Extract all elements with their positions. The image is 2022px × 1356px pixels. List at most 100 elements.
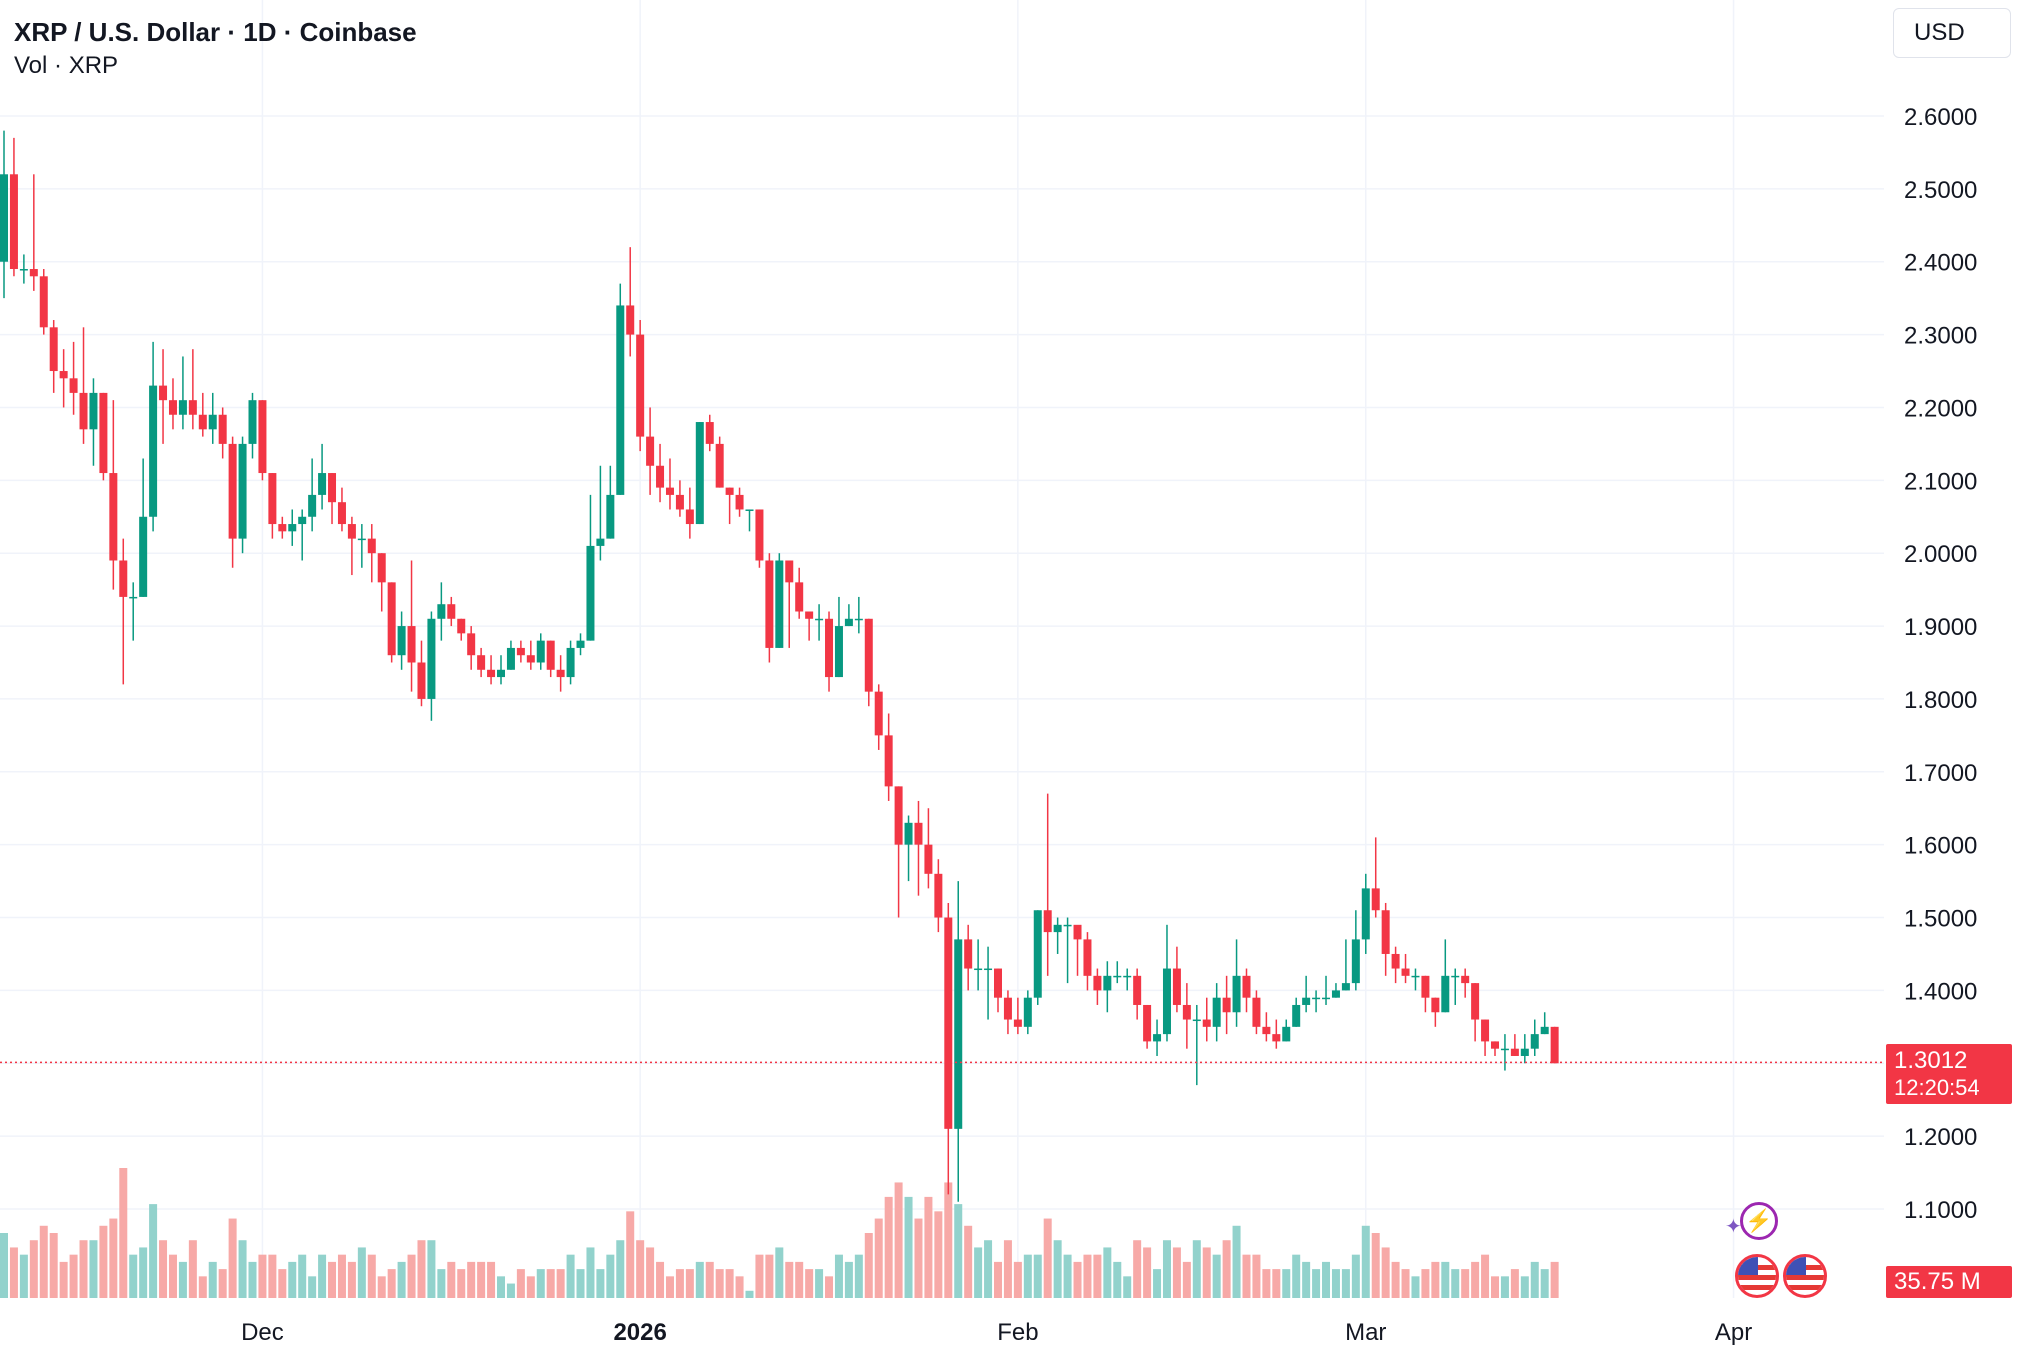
volume-bar (427, 1240, 436, 1298)
candle-body (1341, 983, 1350, 991)
volume-bar (1123, 1276, 1132, 1298)
candle-body (238, 443, 247, 539)
candle-body (1441, 975, 1450, 1013)
candle-body (1083, 939, 1092, 976)
candle-body (914, 822, 923, 845)
candle-body (69, 378, 78, 393)
candle-body (29, 269, 38, 277)
volume-bar (397, 1261, 406, 1298)
candle-body (377, 553, 386, 583)
candle-body (1033, 910, 1042, 998)
volume-bar (1421, 1269, 1430, 1298)
volume-bar (278, 1269, 287, 1298)
volume-bar (218, 1269, 227, 1298)
lightning-icon[interactable]: ⚡ (1740, 1202, 1778, 1240)
volume-bar (1341, 1269, 1350, 1298)
candle-body (576, 640, 585, 648)
candle-body (1322, 997, 1331, 1000)
volume-bar (59, 1261, 68, 1298)
currency-button[interactable]: USD (1893, 8, 2011, 58)
candle-body (904, 822, 913, 845)
price-tick-label: 2.6000 (1904, 104, 1977, 131)
volume-bar (1133, 1240, 1142, 1298)
volume-bar (19, 1254, 28, 1298)
candle-body (278, 524, 287, 532)
candle-body (1252, 997, 1261, 1027)
volume-bar (1351, 1254, 1360, 1298)
volume-bar (69, 1254, 78, 1298)
volume-bar (258, 1254, 267, 1298)
candle-body (1530, 1034, 1539, 1049)
volume-bar (506, 1283, 515, 1298)
volume-bar (1113, 1261, 1122, 1298)
candle-body (367, 538, 376, 554)
candle-body (1371, 888, 1380, 911)
volume-bar (129, 1254, 138, 1298)
volume-bar (596, 1269, 605, 1298)
bar-countdown: 12:20:54 (1894, 1075, 1980, 1100)
volume-bar (1292, 1254, 1301, 1298)
time-tick-label: Mar (1345, 1319, 1386, 1346)
candle-body (815, 618, 824, 621)
candle-body (387, 582, 396, 656)
volume-bar (526, 1276, 535, 1298)
candle-body (1391, 953, 1400, 969)
us-flag-icon[interactable] (1783, 1254, 1827, 1298)
price-tick-label: 1.8000 (1904, 687, 1977, 714)
volume-bar (616, 1240, 625, 1298)
candle-body (337, 502, 346, 525)
candle-body (397, 626, 406, 656)
candle-body (39, 276, 48, 328)
candle-body (178, 400, 187, 415)
volume-bar (1272, 1269, 1281, 1298)
candle-body (765, 560, 774, 648)
volume-bar (198, 1276, 207, 1298)
candle-body (805, 611, 814, 619)
volume-bar (1262, 1269, 1271, 1298)
volume-bar (755, 1254, 764, 1298)
volume-bar (1431, 1261, 1440, 1298)
volume-bar (1212, 1254, 1221, 1298)
volume-bar (89, 1240, 98, 1298)
volume-bar (1252, 1254, 1261, 1298)
volume-bar (695, 1261, 704, 1298)
us-flag-icon[interactable] (1735, 1254, 1779, 1298)
volume-bar (1411, 1276, 1420, 1298)
candle-body (825, 618, 834, 678)
candle-body (258, 400, 267, 474)
candle-body (308, 494, 317, 517)
current-price-value: 1.3012 (1894, 1047, 1968, 1074)
candle-body (735, 494, 744, 510)
volume-bar (994, 1261, 1002, 1298)
volume-bar (188, 1240, 197, 1298)
volume-value-label: 35.75 M (1886, 1266, 2012, 1298)
candle-body (705, 422, 714, 444)
candle-body (1540, 1026, 1549, 1035)
volume-bar (288, 1261, 297, 1298)
symbol-title[interactable]: XRP / U.S. Dollar · 1D · Coinbase (14, 17, 417, 47)
volume-bar (119, 1168, 128, 1298)
candle-body (526, 655, 535, 663)
volume-bar (1033, 1254, 1042, 1298)
candle-body (675, 494, 684, 510)
volume-bar (864, 1233, 873, 1298)
candle-body (1292, 1004, 1301, 1027)
price-tick-label: 1.5000 (1904, 906, 1977, 933)
candle-body (1133, 975, 1142, 1005)
candle-body (944, 917, 953, 1129)
grid-lines (0, 0, 1884, 1298)
volume-bar (765, 1254, 774, 1298)
volume-bar (477, 1261, 486, 1298)
volume-bar (834, 1254, 843, 1298)
candle-body (1451, 975, 1460, 978)
candle-body (1192, 1019, 1201, 1022)
volume-bar (407, 1254, 416, 1298)
volume-bar (79, 1240, 88, 1298)
volume-bar (208, 1261, 217, 1298)
candle-body (1222, 997, 1231, 1013)
volume-bar (566, 1254, 575, 1298)
volume-indicator-label[interactable]: Vol · XRP (14, 52, 119, 79)
candle-body (695, 422, 704, 525)
time-axis[interactable]: Dec 2026 Feb Mar Apr (241, 1319, 1752, 1346)
